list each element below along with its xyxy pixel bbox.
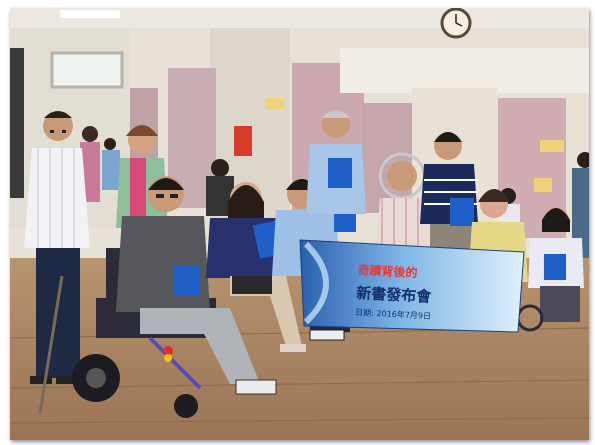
corridor-ceiling [340, 48, 589, 93]
ceiling-light [60, 10, 120, 18]
red-poster [234, 126, 252, 156]
event-banner [299, 239, 525, 333]
person-background-right [572, 152, 589, 258]
person-seated-navy-top [206, 182, 306, 352]
notice-sign [540, 140, 564, 152]
group-photo: 奇蹟背後的 新書發布會 日期: 2016年7月9日 [10, 8, 589, 440]
banner-date: 日期: 2016年7月9日 [355, 307, 432, 321]
blue-book [328, 158, 352, 188]
person-standing-grey-hair [306, 110, 366, 214]
floor-plank [10, 417, 589, 424]
blue-book [450, 198, 474, 226]
person-standing-left-with-cane [24, 111, 90, 414]
walking-cane [38, 275, 64, 414]
blue-book [544, 254, 566, 280]
banner-text-group: 奇蹟背後的 新書發布會 日期: 2016年7月9日 [355, 261, 508, 331]
banner-title-line2: 新書發布會 [355, 283, 432, 306]
blue-book [174, 266, 200, 296]
person-background-blue [102, 138, 120, 190]
person-seated-grey-shirt [116, 176, 277, 395]
notice-sign [266, 98, 284, 110]
window [50, 51, 124, 89]
doorway-left [10, 48, 24, 198]
notice-sign [534, 178, 552, 192]
clock-hand [455, 22, 463, 27]
person-seated-far-right [516, 207, 584, 332]
person-standing-green-cardigan [116, 125, 168, 228]
